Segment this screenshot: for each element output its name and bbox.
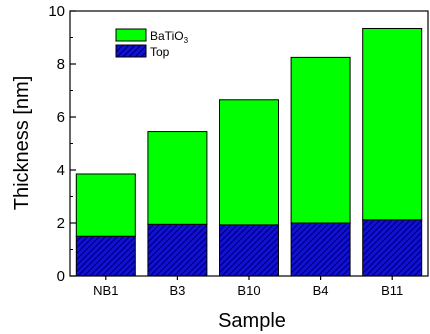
x-axis-title: Sample [218, 310, 286, 332]
bar-batio3-nb1 [75, 173, 136, 237]
y-tick-label: 0 [57, 268, 65, 285]
y-axis-title: Thickness [nm] [11, 76, 33, 210]
bar-batio3-b4 [290, 56, 351, 224]
bar-batio3-b10 [219, 99, 279, 226]
y-tick-label: 2 [57, 215, 65, 232]
x-tick-label: B10 [237, 283, 260, 298]
x-tick-label: NB1 [93, 283, 118, 298]
y-tick-label: 6 [57, 109, 65, 126]
bar-top-b3 [147, 223, 208, 277]
x-tick-label: B4 [313, 283, 329, 298]
legend-swatch-batio3 [115, 28, 147, 42]
y-tick-label: 4 [57, 162, 65, 179]
bar-top-b10 [219, 224, 279, 277]
y-tick-label: 8 [57, 56, 65, 73]
x-categories-group: NB1 B3 B10 B4 B11 [93, 276, 403, 298]
y-tick-label: 10 [48, 3, 65, 20]
bars-group [75, 27, 423, 277]
y-ticks-group: 0 2 4 6 8 10 [48, 3, 76, 285]
bar-top-b11 [362, 219, 423, 277]
legend-label-top: Top [150, 45, 170, 59]
bar-top-nb1 [75, 235, 136, 277]
x-tick-label: B3 [169, 283, 185, 298]
x-tick-label: B11 [381, 283, 403, 298]
legend-swatch-top [115, 44, 147, 58]
bar-top-b4 [290, 222, 351, 277]
bar-batio3-b11 [362, 27, 423, 221]
legend-label-batio3: BaTiO3 [150, 29, 189, 45]
bar-batio3-b3 [147, 131, 208, 225]
